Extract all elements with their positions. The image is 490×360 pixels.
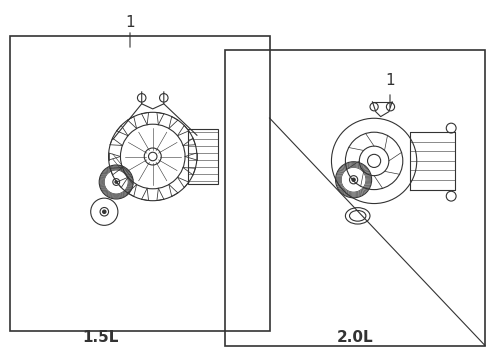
Text: 2.0L: 2.0L <box>337 330 373 346</box>
Circle shape <box>102 210 106 213</box>
Circle shape <box>352 178 355 181</box>
Text: 1.5L: 1.5L <box>82 330 118 346</box>
Bar <box>10 36 270 331</box>
Bar <box>189 129 218 184</box>
Circle shape <box>115 181 118 183</box>
Bar <box>225 50 485 346</box>
Text: 1: 1 <box>385 72 395 87</box>
Text: 1: 1 <box>125 14 135 30</box>
